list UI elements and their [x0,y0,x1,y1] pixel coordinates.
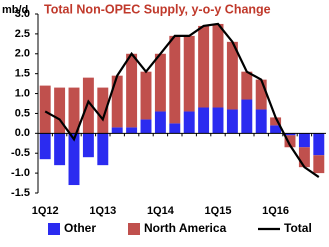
bar [255,79,267,110]
bar [97,133,109,166]
x-tick-label: 1Q13 [89,205,116,217]
bar [140,119,152,134]
y-tick-label: 0.5 [15,107,30,119]
bar [126,127,138,134]
bar [97,87,109,134]
bar [183,35,195,112]
x-tick-label: 1Q12 [32,205,59,217]
chart-title: Total Non-OPEC Supply, y-o-y Change [44,2,271,16]
y-tick-label: 1.0 [15,87,30,99]
bar [241,99,253,134]
bar [298,147,310,168]
bar [284,133,296,136]
y-tick-label: 2.0 [15,48,30,60]
bar [212,23,224,108]
bar [212,107,224,134]
bar [284,135,296,148]
legend-swatch [128,223,140,235]
bar [298,133,310,148]
y-tick-label: -1.0 [11,167,30,179]
chart: mb/d Total Non-OPEC Supply, y-o-y Change… [2,2,326,235]
bar [111,75,123,128]
y-tick-label: 0.0 [15,127,30,139]
total-line [44,22,320,178]
bar [68,133,80,186]
x-tick-label: 1Q16 [262,205,289,217]
bar [255,109,267,134]
y-axis-label: mb/d [2,4,28,16]
bar [82,133,94,158]
bar [54,133,66,166]
bar [313,155,325,174]
bar [154,111,166,134]
bar [111,127,123,134]
bar [226,41,238,110]
x-tick-label: 1Q14 [147,205,175,217]
y-tick-label: 2.5 [15,28,30,40]
bar [82,77,94,134]
bar [169,35,181,124]
bar [198,107,210,134]
bar [154,53,166,112]
bar [183,111,195,134]
bar [198,25,210,108]
y-tick-label: 3.0 [15,8,30,20]
bar [54,87,66,134]
bar [313,133,325,156]
legend-label: Other [64,221,96,235]
legend-swatch [48,223,60,235]
bar [270,125,282,134]
legend-label: Total [284,221,312,235]
bar [39,85,51,134]
bar [270,117,282,126]
bar [140,71,152,120]
x-tick-label: 1Q15 [205,205,232,217]
bar [39,133,51,160]
bar [241,71,253,100]
bar [68,87,80,134]
y-tick-label: -0.5 [11,147,30,159]
bar [169,123,181,134]
y-tick-label: 1.5 [15,68,30,80]
bar [226,109,238,134]
y-tick-label: -1.5 [11,187,30,199]
bar [126,53,138,128]
legend-label: North America [144,221,227,235]
